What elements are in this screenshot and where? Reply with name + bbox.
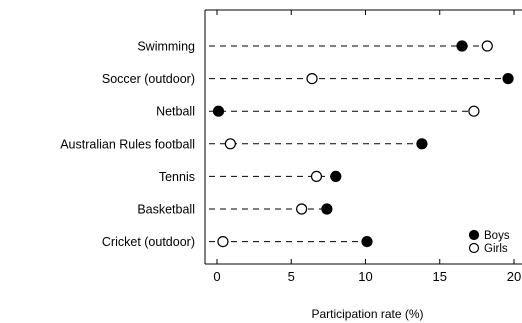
category-label: Cricket (outdoor)	[102, 235, 195, 249]
x-tick-label: 10	[358, 269, 372, 284]
data-markers	[212, 40, 514, 248]
plot-frame	[204, 9, 522, 265]
category-label: Netball	[156, 105, 195, 119]
legend-label: Girls	[484, 243, 508, 255]
x-axis-title: Participation rate (%)	[311, 307, 423, 321]
x-axis-ticks: 0 5 10 15 20	[213, 10, 521, 284]
boys-marker	[361, 236, 373, 248]
girls-marker	[306, 72, 318, 85]
girls-marker	[217, 236, 229, 248]
girls-marker	[468, 105, 480, 117]
boys-marker	[456, 40, 468, 52]
boys-marker	[321, 203, 333, 215]
category-label: Basketball	[137, 203, 195, 217]
category-label: Soccer (outdoor)	[102, 72, 195, 86]
leader-lines	[209, 45, 509, 243]
legend-marker	[468, 229, 480, 241]
category-label: Australian Rules football	[60, 137, 195, 151]
boys-marker	[330, 170, 342, 182]
girls-marker	[481, 40, 493, 52]
x-tick-label: 5	[288, 269, 295, 284]
x-tick-label: 20	[507, 269, 521, 284]
girls-marker	[224, 138, 236, 150]
legend-marker	[468, 242, 480, 254]
boys-marker	[212, 105, 225, 117]
category-label: Swimming	[137, 40, 195, 54]
boys-marker	[502, 72, 514, 85]
x-tick-label: 0	[213, 269, 220, 284]
boys-marker	[416, 138, 428, 150]
category-label: Tennis	[159, 170, 195, 184]
girls-marker	[310, 170, 323, 182]
x-tick-label: 15	[433, 269, 447, 284]
girls-marker	[296, 203, 308, 215]
category-labels: Swimming Soccer (outdoor) Netball Australia…	[60, 40, 195, 250]
legend-label: Boys	[484, 230, 510, 242]
